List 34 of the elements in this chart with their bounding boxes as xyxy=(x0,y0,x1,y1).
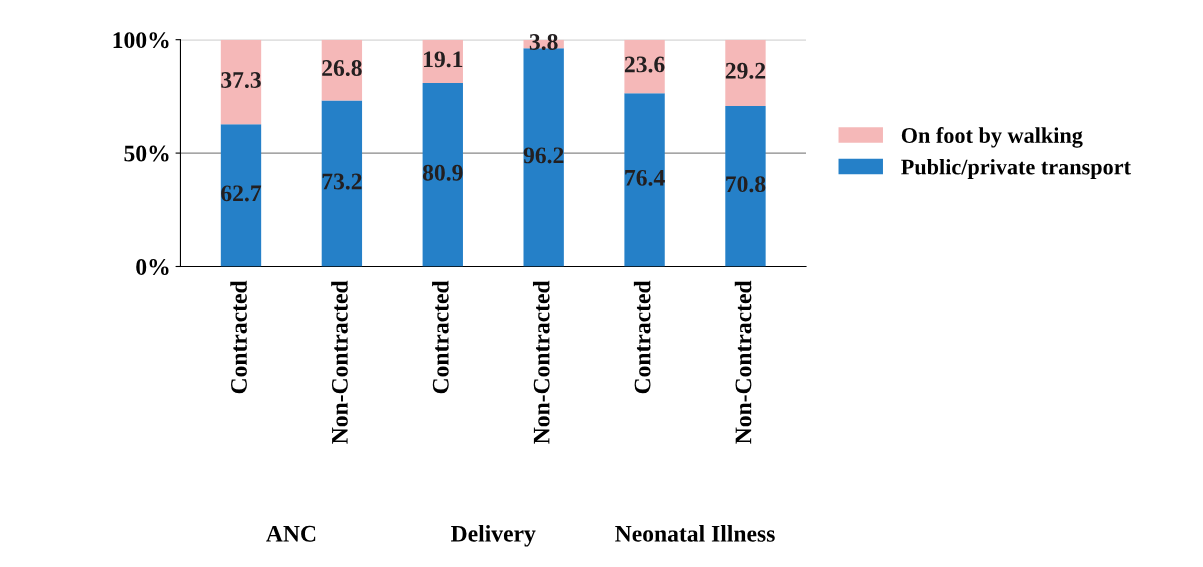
bar xyxy=(725,39,766,106)
data-label: 73.2 xyxy=(322,173,362,190)
legend-label: Public/private transport xyxy=(901,158,1131,180)
bar xyxy=(220,39,262,125)
x-tick-label: Contracted xyxy=(633,280,651,394)
legend-label: On foot by walking xyxy=(901,127,1083,148)
data-label: 23.6 xyxy=(624,56,665,73)
bar xyxy=(624,93,665,267)
data-label: 96.2 xyxy=(523,147,564,164)
data-label: 37.3 xyxy=(221,72,261,88)
x-tick-label: Contracted xyxy=(432,280,449,394)
bar xyxy=(220,124,262,267)
text: Delivery xyxy=(451,525,536,547)
bar xyxy=(725,105,766,267)
data-label: 3.8 xyxy=(529,33,558,51)
text: Neonatal Illness xyxy=(615,525,775,542)
data-label: 19.1 xyxy=(424,51,463,68)
y-tick-label: 0% xyxy=(136,258,169,275)
x-tick-label: Non-Contracted xyxy=(734,280,752,444)
data-label: 76.4 xyxy=(625,169,665,186)
text: ANC xyxy=(266,525,316,542)
data-label: 70.8 xyxy=(726,176,766,193)
bar xyxy=(523,48,564,267)
data-label: 29.2 xyxy=(725,62,766,79)
x-tick-label: Contracted xyxy=(230,280,247,394)
data-label: 26.8 xyxy=(322,60,362,77)
bar xyxy=(321,100,363,267)
bar xyxy=(422,83,463,267)
data-label: 80.9 xyxy=(422,164,463,181)
y-tick-label: 50% xyxy=(124,145,169,162)
x-tick-label: Non-Contracted xyxy=(532,280,550,444)
y-tick-label: 100% xyxy=(113,32,169,49)
data-label: 62.7 xyxy=(221,185,262,202)
x-tick-label: Non-Contracted xyxy=(331,280,348,444)
